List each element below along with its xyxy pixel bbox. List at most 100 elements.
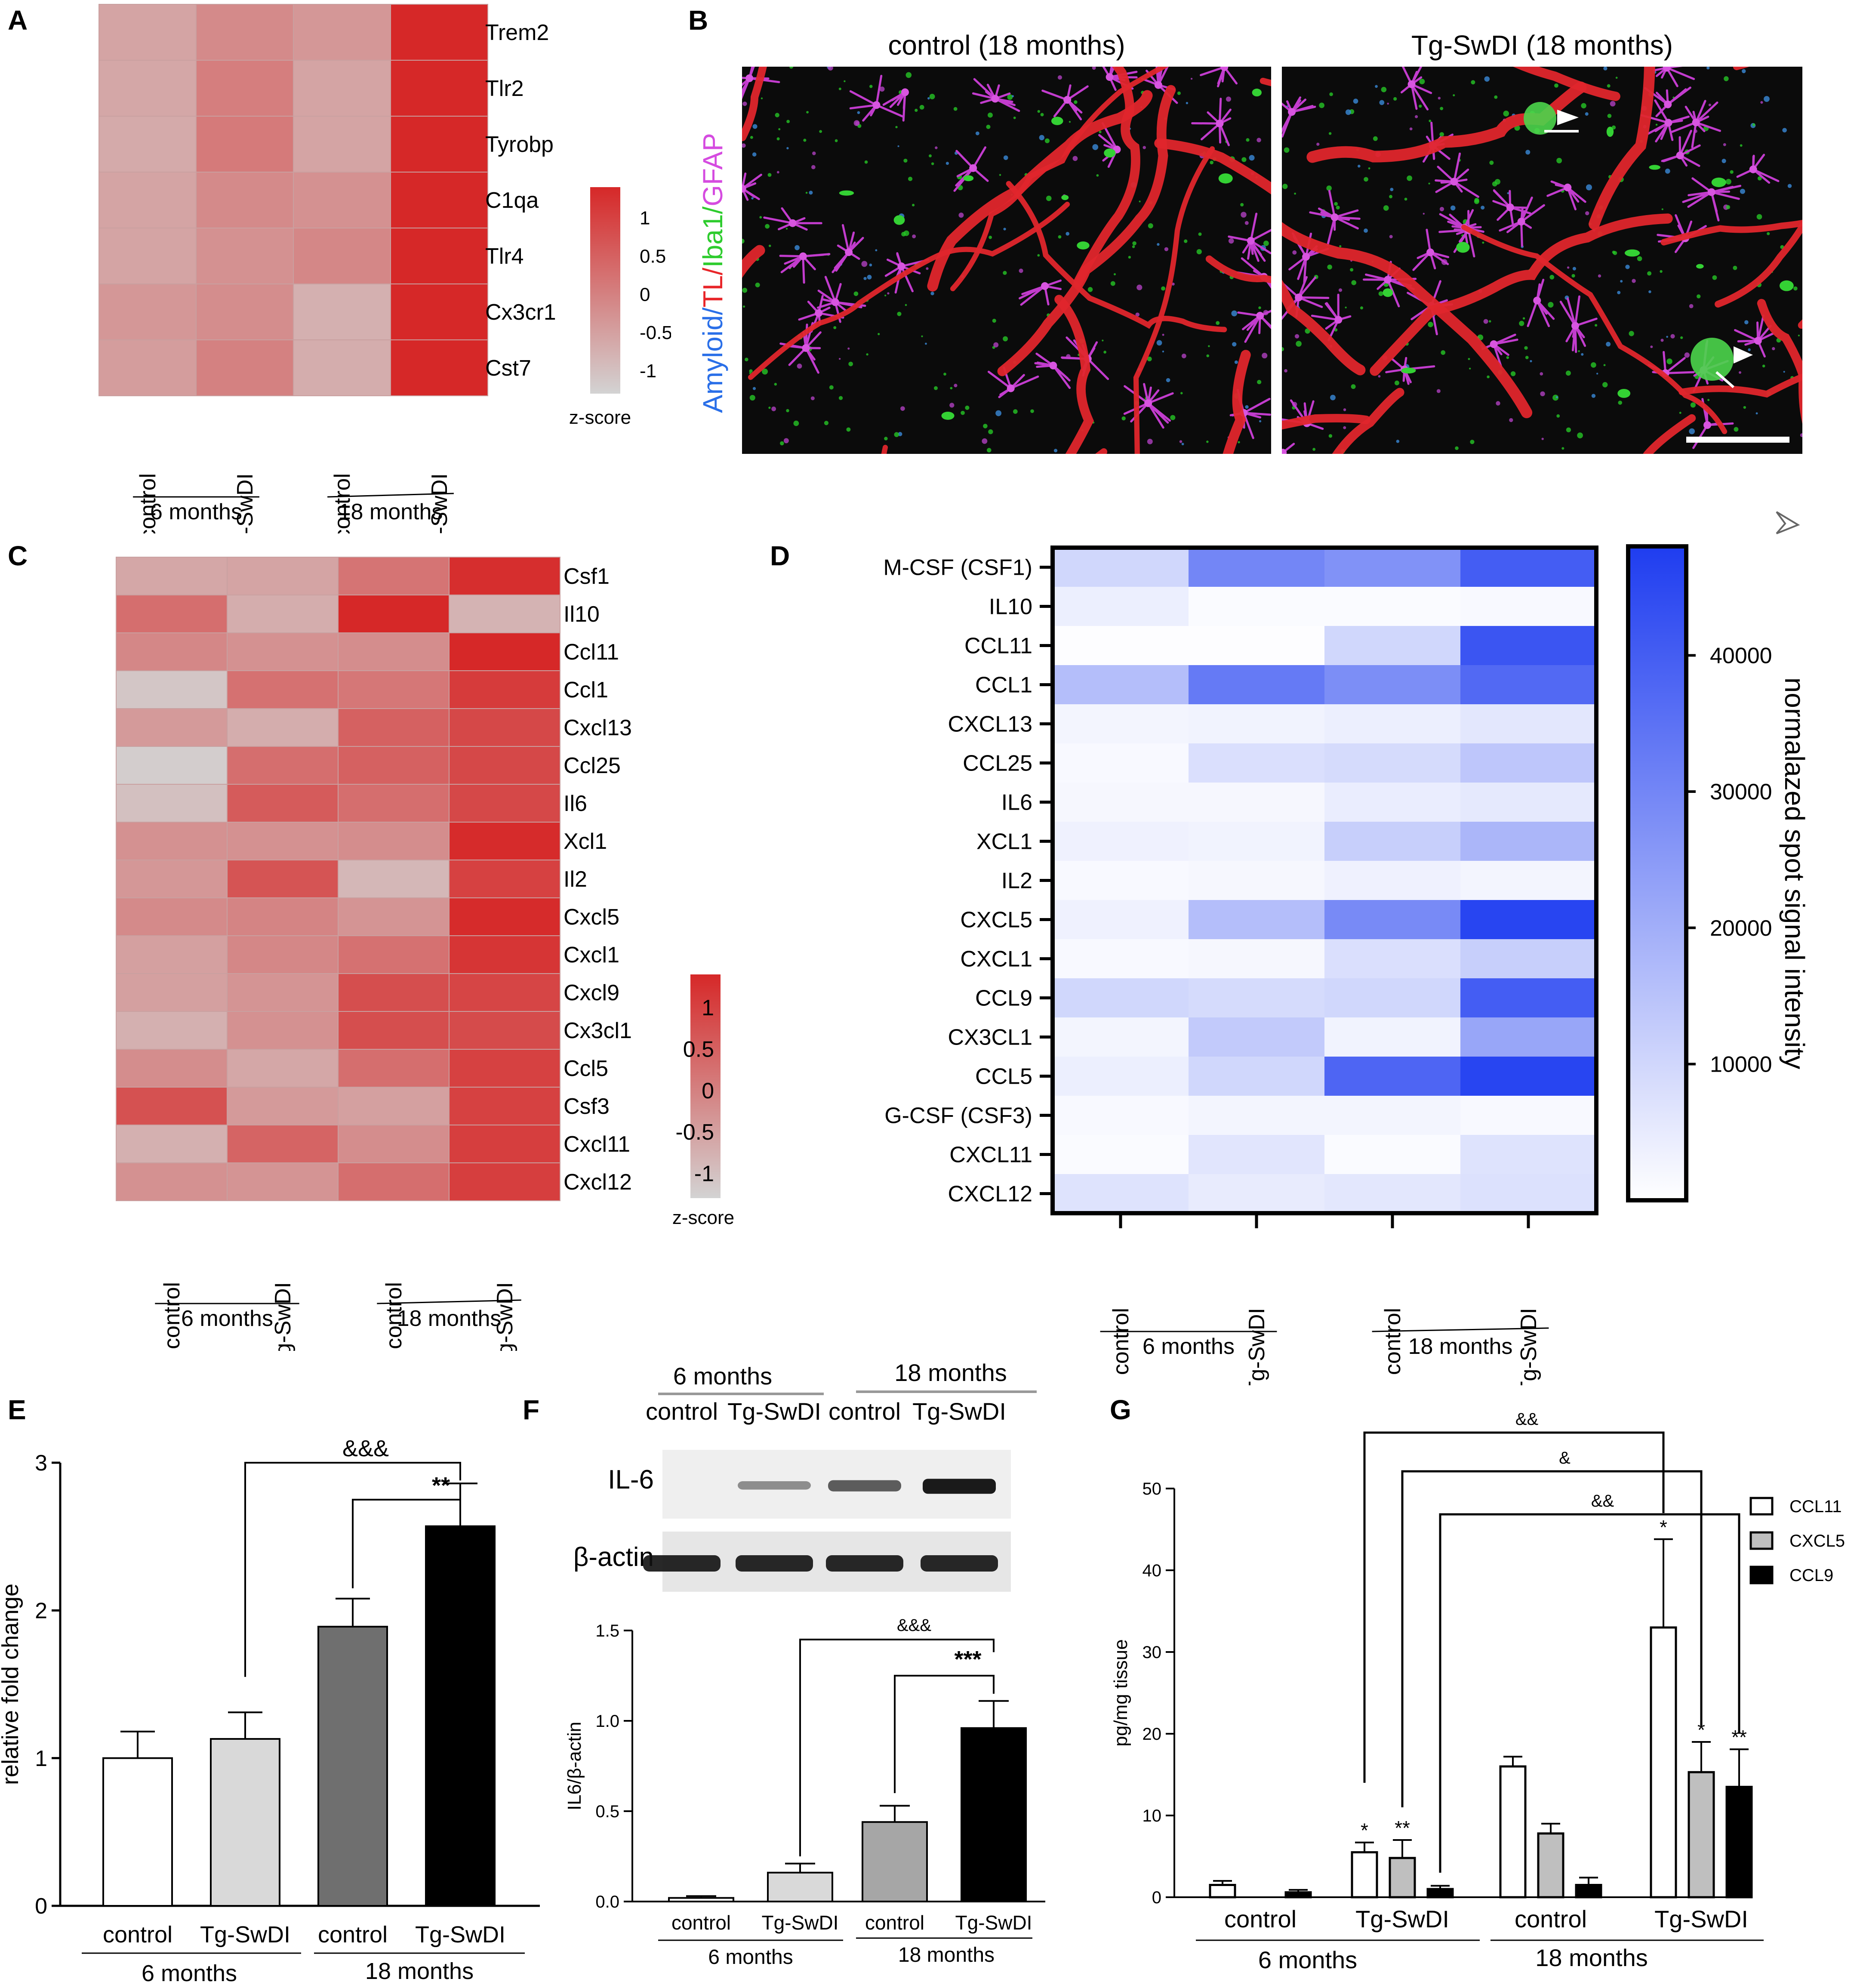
heatmap-cell [1053, 743, 1189, 783]
astrocyte-process [1664, 357, 1686, 374]
x-tick-label: Tg-SwDI [762, 1911, 839, 1934]
heatmap-cell [1324, 587, 1460, 626]
speckle [829, 385, 834, 390]
speckle [1180, 392, 1183, 395]
speckle [1591, 362, 1596, 368]
y-axis-label: IL6/β-actin [564, 1722, 585, 1810]
group-label: 18 months [397, 1306, 502, 1331]
speckle [1483, 319, 1488, 324]
speckle [1615, 77, 1618, 79]
speckle [1375, 85, 1378, 88]
speckle [742, 102, 747, 106]
group-label: 18 months [898, 1944, 995, 1966]
astrocyte-process [1493, 343, 1503, 368]
heatmap-cell [99, 60, 197, 117]
speckle [805, 191, 808, 194]
y-tick-label: 0.5 [595, 1802, 619, 1821]
speckle [1496, 401, 1500, 406]
microglia [1696, 264, 1704, 269]
speckle [1585, 112, 1589, 116]
heatmap-cell [1189, 939, 1324, 978]
group-line [327, 493, 454, 498]
speckle [1689, 428, 1695, 435]
speckle [768, 244, 771, 247]
speckle [1319, 102, 1324, 108]
speckle [987, 448, 992, 453]
speckle [1345, 306, 1347, 308]
row-label: Cx3cl1 [564, 1018, 632, 1043]
speckle [950, 387, 953, 390]
microglia [1252, 89, 1262, 97]
x-tick-label: Tg-SwDI [1654, 1905, 1748, 1933]
microglia [1456, 242, 1470, 253]
bar [1499, 1765, 1527, 1899]
astrocyte-process [1311, 314, 1340, 321]
speckle [1143, 146, 1146, 149]
speckle [1762, 364, 1765, 368]
heatmap-cell [1053, 822, 1189, 861]
speckle [1744, 320, 1749, 324]
vessel [1154, 138, 1271, 194]
heatmap-cell [99, 172, 197, 228]
speckle [780, 441, 784, 446]
heatmap-cell [227, 595, 339, 633]
speckle [1390, 188, 1394, 191]
astrocyte-process [1250, 240, 1271, 254]
speckle [1577, 432, 1583, 438]
group-label: 18 months [1535, 1944, 1648, 1971]
speckle [749, 372, 751, 374]
heatmap-cell [1324, 1096, 1460, 1135]
speckle [1660, 339, 1664, 342]
speckle [988, 112, 993, 118]
speckle [1057, 75, 1062, 80]
speckle [1072, 156, 1078, 161]
speckle [1378, 375, 1381, 378]
speckle [1328, 434, 1333, 438]
speckle [742, 238, 745, 244]
row-label: Ccl1 [564, 678, 608, 703]
y-tick-label: 1.0 [595, 1712, 619, 1731]
heatmap-cell [1460, 704, 1596, 743]
astrocyte-process [1412, 251, 1432, 271]
speckle [1739, 371, 1742, 374]
speckle [1708, 103, 1712, 107]
row-label: CCL1 [975, 673, 1032, 698]
speckle [1011, 95, 1014, 98]
heatmap-cell [1053, 1174, 1189, 1213]
stain-legend-part: Iba1 [697, 214, 728, 268]
significance-mark: * [1361, 1819, 1368, 1842]
astrocyte-process [742, 77, 751, 86]
vessel [1678, 373, 1802, 398]
astrocyte-body [1256, 311, 1264, 320]
heatmap-cell [1053, 978, 1189, 1017]
arrow-icon [1715, 371, 1734, 388]
astrocyte-body [802, 344, 810, 352]
column-label: Tg-SwDI [1244, 1308, 1269, 1385]
bar [1650, 1626, 1677, 1899]
speckle [1428, 322, 1433, 327]
y-tick-label: 0 [1152, 1888, 1161, 1907]
astrocyte-process [1066, 85, 1089, 101]
astrocyte-process [1242, 412, 1254, 439]
speckle [1540, 391, 1545, 397]
speckle [1489, 160, 1494, 165]
heatmap-cell [1053, 665, 1189, 704]
speckle [1724, 76, 1729, 81]
microglia [1401, 367, 1416, 374]
microglia [1061, 195, 1069, 200]
speckle [935, 146, 938, 149]
speckle [844, 80, 846, 83]
row-label: Cxcl9 [564, 980, 619, 1005]
y-tick-label: 0.0 [595, 1892, 619, 1911]
group-line [1372, 1327, 1549, 1332]
speckle [1103, 351, 1106, 354]
heatmap-cell [338, 1087, 450, 1125]
speckle [1037, 110, 1040, 113]
speckle [1419, 105, 1422, 108]
heatmap-cell [1053, 704, 1189, 743]
speckle [1689, 304, 1694, 308]
speckle [742, 143, 746, 148]
heatmap-cell [449, 784, 560, 823]
speckle [887, 292, 890, 295]
speckle [1419, 78, 1425, 84]
